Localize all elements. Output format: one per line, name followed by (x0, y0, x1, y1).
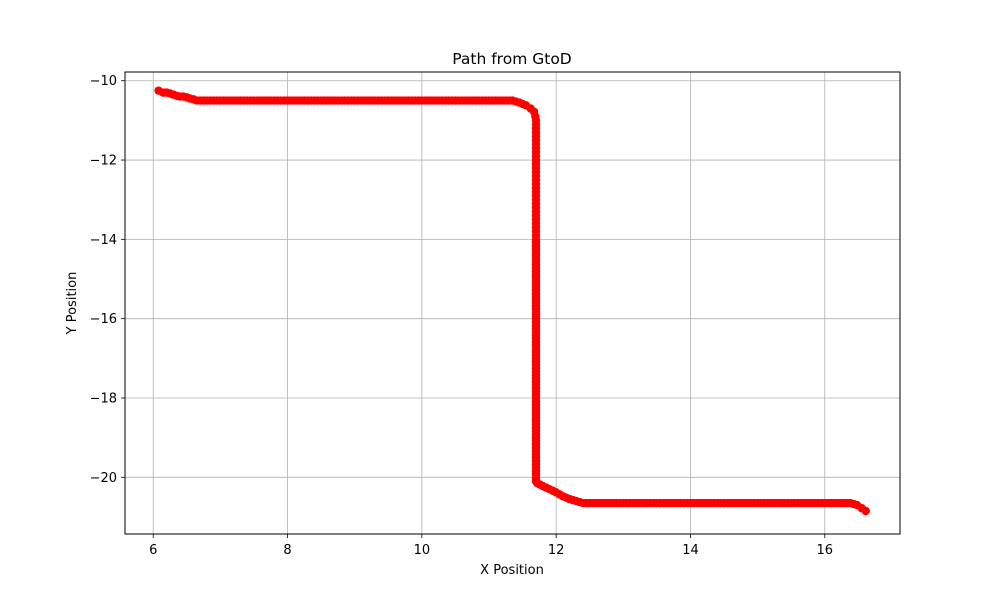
data-point-fill (531, 390, 541, 399)
data-point-fill (226, 96, 235, 105)
x-tick-label: 12 (548, 543, 565, 558)
y-tick-label: −10 (90, 74, 117, 89)
data-point-fill (588, 498, 598, 508)
data-point-fill (602, 498, 611, 508)
data-point-fill (333, 96, 343, 105)
data-point-fill (468, 96, 477, 105)
data-point-fill (531, 231, 541, 240)
data-point-fill (347, 96, 356, 105)
data-point-fill (669, 498, 678, 508)
plot-frame (124, 71, 901, 535)
data-point-fill (541, 483, 551, 492)
chart-title: Path from GtoD (452, 50, 572, 68)
x-axis-label: X Position (480, 563, 544, 578)
data-point-fill (531, 147, 541, 157)
data-point-fill (555, 490, 564, 499)
data-point-fill (400, 96, 410, 105)
data-point-fill (843, 498, 852, 508)
data-point-fill (531, 430, 541, 439)
data-point-fill (481, 96, 490, 105)
data-point-fill (750, 498, 759, 508)
data-point-fill (615, 498, 625, 508)
data-point-fill (511, 97, 521, 106)
data-point-fill (531, 350, 541, 360)
data-point-fill (575, 497, 584, 507)
data-point-fill (518, 99, 527, 109)
data-point-fill (253, 96, 262, 105)
x-tick-label: 6 (149, 543, 157, 558)
data-point-fill (531, 473, 541, 483)
data-point-fill (763, 498, 772, 508)
data-point-fill (531, 247, 541, 257)
data-point-fill (696, 498, 705, 508)
data-point-fill (360, 96, 369, 105)
data-point-fill (531, 207, 541, 216)
data-point-fill (531, 295, 541, 304)
data-point-fill (548, 486, 557, 495)
data-point-fill (723, 498, 732, 508)
data-point-fill (682, 498, 692, 508)
data-point-fill (849, 499, 858, 509)
data-point-fill (531, 219, 541, 228)
y-axis-label: Y Position (65, 272, 80, 336)
data-point-fill (531, 311, 541, 320)
x-tick-label: 10 (414, 543, 431, 558)
data-point-fill (656, 498, 665, 508)
data-point-fill (790, 498, 799, 508)
x-tick-label: 14 (682, 543, 699, 558)
data-point-fill (414, 96, 423, 105)
data-point-fill (531, 124, 541, 133)
data-point-fill (441, 96, 450, 105)
data-point-fill (531, 183, 541, 192)
data-point-fill (373, 96, 383, 105)
data-point-fill (531, 136, 541, 145)
y-tick-label: −12 (90, 154, 117, 169)
data-point-fill (736, 498, 746, 508)
data-point-fill (239, 96, 249, 105)
data-point-fill (531, 195, 541, 204)
data-point-fill (568, 495, 578, 505)
data-point-fill (776, 498, 786, 508)
y-tick-label: −20 (90, 471, 117, 486)
data-point-fill (642, 498, 652, 508)
data-point-fill (629, 498, 638, 508)
data-point-fill (531, 449, 541, 459)
y-tick-label: −16 (90, 312, 117, 327)
axis-ticks: 6 8 10 12 14 16 −10 −12 −14 −16 −18 −20 (90, 74, 833, 558)
data-point-fill (212, 96, 222, 105)
data-point (861, 506, 870, 516)
x-tick-label: 8 (283, 543, 291, 558)
grid (125, 72, 900, 534)
data-point-fill (199, 96, 208, 105)
data-point-fill (531, 410, 541, 419)
data-point-fill (279, 96, 289, 105)
data-point-fill (531, 171, 541, 181)
data-point-fill (454, 96, 463, 105)
data-point-fill (803, 498, 813, 508)
data-point-fill (266, 96, 275, 105)
y-tick-label: −18 (90, 391, 117, 406)
data-point-fill (531, 159, 541, 169)
data-points (154, 86, 870, 516)
data-point-fill (562, 493, 571, 502)
data-point-fill (531, 370, 541, 380)
data-point-fill (709, 498, 719, 508)
data-point-fill (531, 330, 541, 340)
data-point-fill (531, 263, 541, 273)
data-point-fill (817, 498, 826, 508)
data-point-fill (531, 279, 541, 288)
x-tick-label: 16 (817, 543, 834, 558)
data-point-fill (306, 96, 316, 105)
y-tick-label: −14 (90, 233, 117, 248)
data-point-fill (293, 96, 302, 105)
data-point-fill (504, 96, 514, 105)
data-point-fill (830, 498, 840, 508)
data-point-fill (387, 96, 396, 105)
data-point-fill (320, 96, 329, 105)
data-point-fill (427, 96, 437, 105)
data-point-fill (494, 96, 504, 105)
